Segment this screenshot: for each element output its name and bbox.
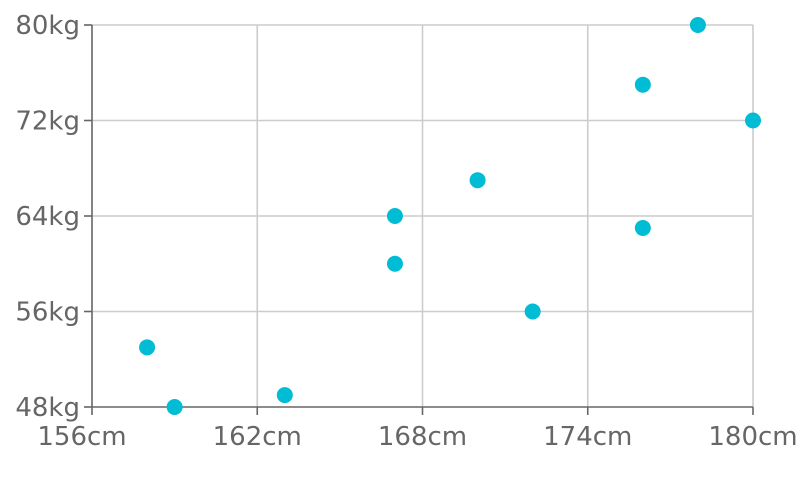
- x-tick-label: 162cm: [213, 422, 302, 452]
- y-tick-label: 56kg: [15, 298, 80, 328]
- y-tick-label: 64kg: [15, 202, 80, 232]
- y-tick-label: 80kg: [15, 11, 80, 41]
- data-point: [166, 399, 183, 415]
- data-point: [634, 219, 651, 236]
- data-points: [139, 17, 761, 415]
- data-point: [469, 172, 486, 189]
- data-point: [276, 387, 293, 404]
- grid-lines: [92, 24, 754, 407]
- data-point: [386, 255, 403, 272]
- axes: [84, 24, 754, 415]
- x-tick-label: 168cm: [378, 422, 467, 452]
- data-point: [745, 112, 761, 129]
- data-point: [386, 208, 403, 224]
- data-point: [139, 339, 156, 356]
- tick-labels: 48kg 56kg 64kg 72kg 80kg 156cm 162cm 168cm 174cm…: [15, 11, 797, 452]
- x-tick-label: 174cm: [543, 422, 632, 452]
- y-tick-label: 72kg: [15, 107, 80, 137]
- y-tick-label: 48kg: [15, 393, 80, 423]
- data-point: [524, 303, 541, 320]
- data-point: [689, 17, 706, 33]
- x-tick-label: 156cm: [37, 422, 126, 452]
- x-tick-label: 180cm: [708, 422, 797, 452]
- data-point: [634, 76, 651, 93]
